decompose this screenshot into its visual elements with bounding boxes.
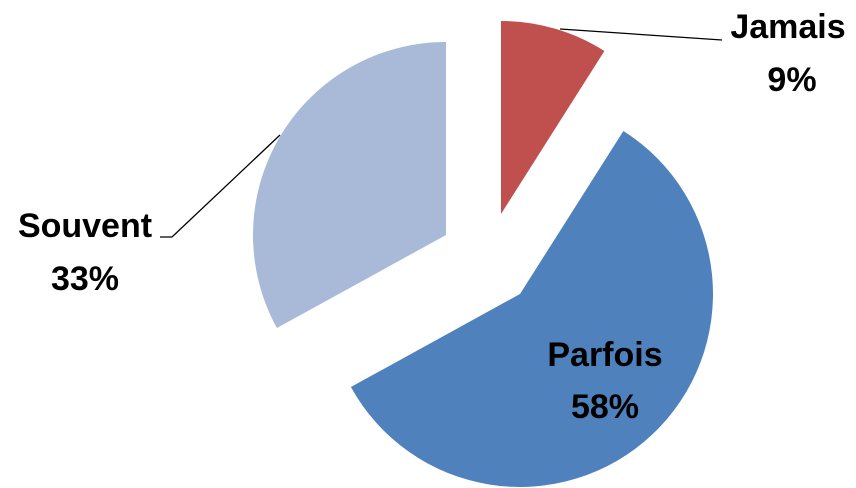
- slice-label-souvent-name: Souvent: [18, 207, 152, 245]
- leader-lines: [160, 28, 723, 238]
- pie-slice-parfois: [350, 131, 713, 487]
- pie-slice-souvent: [253, 42, 446, 328]
- slice-label-jamais-value: 9%: [767, 61, 816, 99]
- slice-label-souvent-value: 33%: [51, 260, 119, 298]
- leader-line-jamais: [559, 28, 723, 41]
- leader-line-souvent: [160, 134, 281, 238]
- slice-label-parfois-value: 58%: [571, 388, 639, 426]
- slice-label-parfois-name: Parfois: [547, 336, 662, 374]
- pie-slice-jamais: [501, 20, 605, 215]
- slice-label-jamais-name: Jamais: [730, 8, 845, 46]
- pie-slices: [253, 20, 713, 487]
